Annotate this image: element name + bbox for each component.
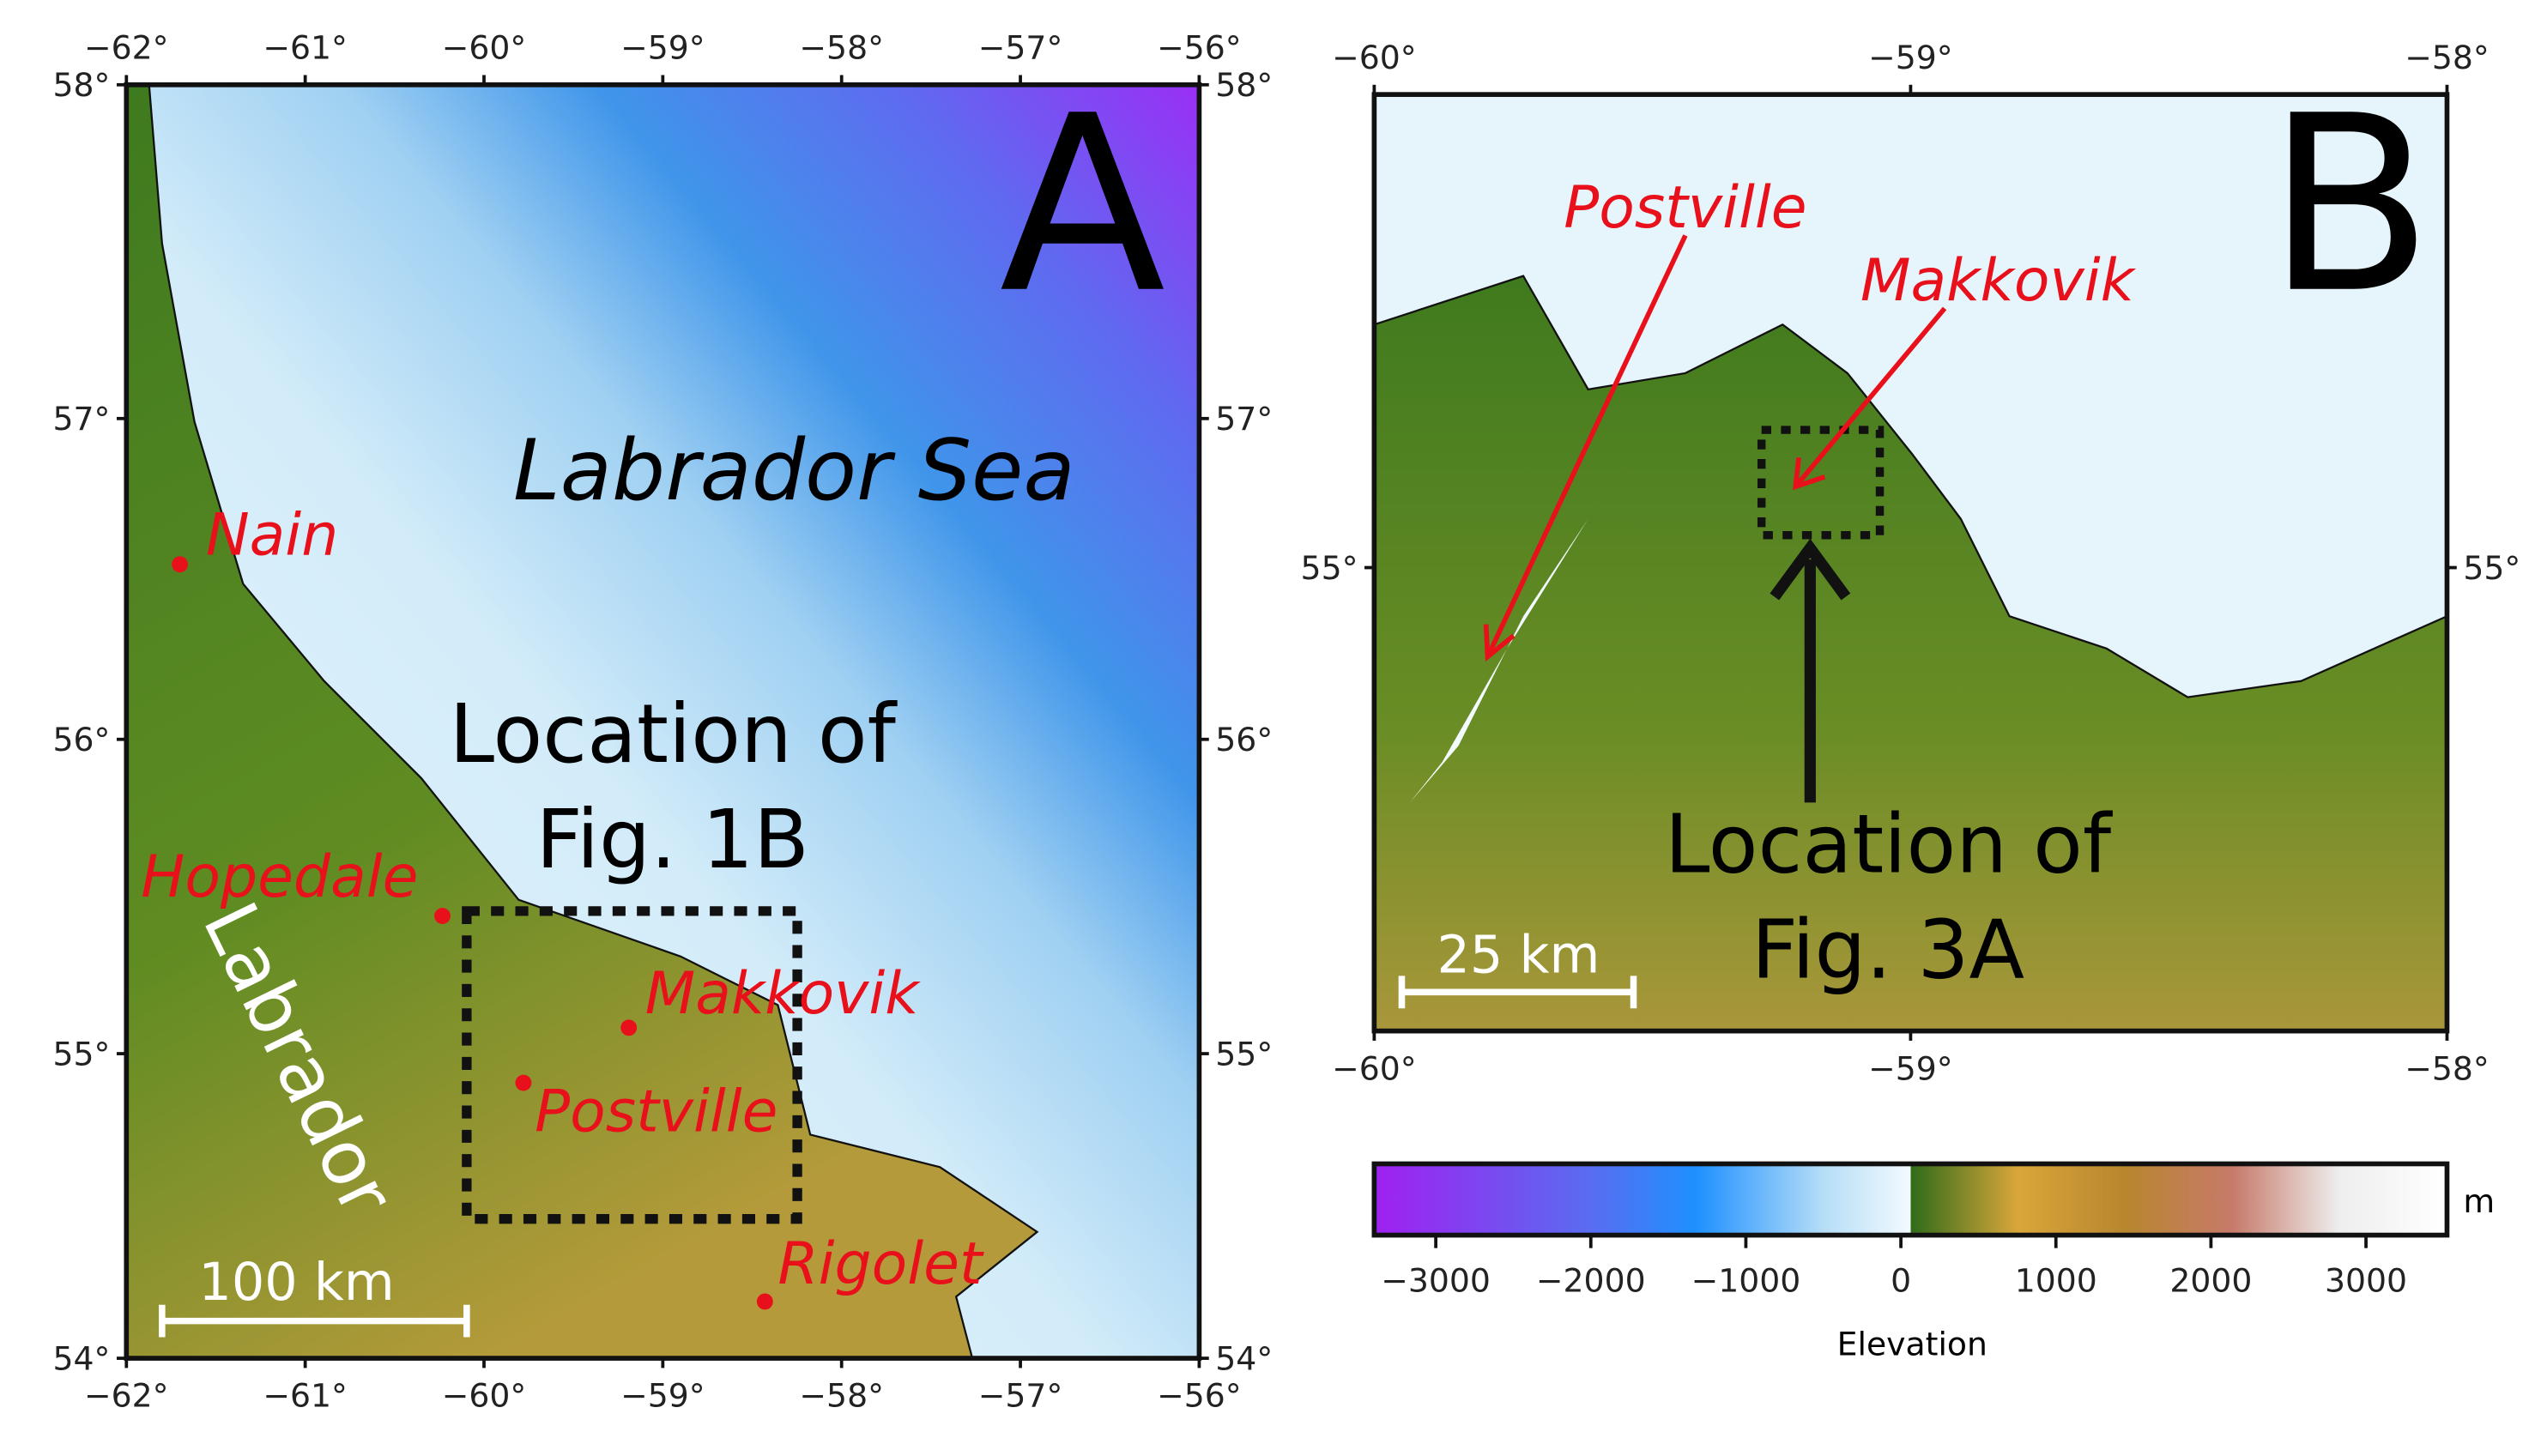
place-dot [515, 1074, 532, 1091]
colorbar: m Elevation [1371, 1161, 2495, 1362]
box-label: Location of [450, 687, 898, 782]
arrow [1483, 624, 1516, 662]
place-label: Nain [206, 501, 338, 569]
land [125, 83, 1039, 1360]
panel-letter: A [1000, 63, 1167, 347]
y-tick-label: 55° [2463, 549, 2520, 587]
x-tick-label: −58° [799, 1377, 884, 1415]
x-tick-label: −58° [799, 29, 884, 67]
y-tick-label: 57° [1215, 400, 1273, 438]
x-tick-label: −56° [1157, 29, 1242, 67]
box-label: Location of [1665, 798, 2114, 892]
box-label: Fig. 3A [1751, 903, 2024, 997]
colorbar-title: Elevation [1837, 1325, 1987, 1362]
place-label: Rigolet [777, 1230, 984, 1298]
inset-box [462, 906, 802, 1224]
colorbar-tick-label: −2000 [1536, 1262, 1646, 1300]
x-tick-label: −58° [2405, 1049, 2490, 1087]
x-tick-label: −59° [1868, 39, 1953, 76]
place-dot [756, 1293, 773, 1310]
x-tick-label: −61° [263, 29, 348, 67]
sea-label: Labrador Sea [513, 422, 1075, 520]
x-tick-label: −58° [2405, 39, 2490, 76]
x-tick-label: −59° [620, 1377, 705, 1415]
x-tick-label: −59° [620, 29, 705, 67]
x-tick-label: −62° [84, 1377, 169, 1415]
colorbar-tick-label: 0 [1891, 1262, 1911, 1300]
y-tick-label: 54° [1215, 1339, 1273, 1377]
x-tick-label: −62° [84, 29, 169, 67]
scale-label: 100 km [198, 1253, 394, 1313]
x-tick-label: −60° [442, 1377, 527, 1415]
y-tick-label: 58° [1215, 66, 1273, 104]
arrow [1793, 456, 1826, 491]
box-label: Fig. 1B [535, 793, 808, 887]
panel-letter: B [2266, 63, 2433, 347]
y-tick-label: 58° [52, 66, 110, 104]
x-tick-label: −57° [978, 29, 1063, 67]
place-label: Postville [535, 1078, 777, 1146]
panel-b: B Location of Fig. 3A Postville Makkovik… [1371, 63, 2450, 1034]
y-tick-label: 55° [52, 1035, 110, 1072]
y-tick-label: 56° [52, 721, 110, 758]
colorbar-unit: m [2463, 1182, 2495, 1220]
place-label: Makkovik [645, 960, 922, 1028]
y-tick-label: 54° [52, 1339, 110, 1377]
panel-a: A Labrador Sea Location of Fig. 1B Labra… [124, 63, 1202, 1361]
arrow [1770, 538, 1851, 601]
colorbar-tick-label: −1000 [1691, 1262, 1801, 1300]
y-tick-label: 56° [1215, 721, 1273, 758]
inset-box [1757, 426, 1885, 540]
colorbar-scale [1371, 1161, 2450, 1238]
arrow [1794, 306, 1947, 488]
place-label: Postville [1564, 174, 1806, 242]
y-tick-label: 57° [52, 400, 110, 438]
place-dot [172, 556, 189, 573]
place-label: Hopedale [141, 843, 418, 911]
arrow [1485, 234, 1688, 658]
colorbar-tick-label: 3000 [2325, 1262, 2407, 1300]
x-tick-label: −60° [1332, 39, 1417, 76]
place-dot [620, 1019, 638, 1036]
x-tick-label: −61° [263, 1377, 348, 1415]
x-tick-label: −60° [442, 29, 527, 67]
place-dot [434, 908, 451, 924]
x-tick-label: −57° [978, 1377, 1063, 1415]
x-tick-label: −59° [1868, 1049, 1953, 1087]
colorbar-tick-label: −3000 [1381, 1262, 1491, 1300]
colorbar-tick-label: 2000 [2169, 1262, 2252, 1300]
colorbar-tick-label: 1000 [2015, 1262, 2097, 1300]
place-label: Makkovik [1860, 247, 2137, 315]
scale-label: 25 km [1437, 926, 1600, 986]
y-tick-label: 55° [1215, 1035, 1273, 1072]
ticks: −62° −62° −61° −61° −60° −60° −59° −59° −58° −58°… [52, 29, 2520, 1415]
x-tick-label: −56° [1157, 1377, 1242, 1415]
x-tick-label: −60° [1332, 1049, 1417, 1087]
y-tick-label: 55° [1301, 549, 1358, 587]
